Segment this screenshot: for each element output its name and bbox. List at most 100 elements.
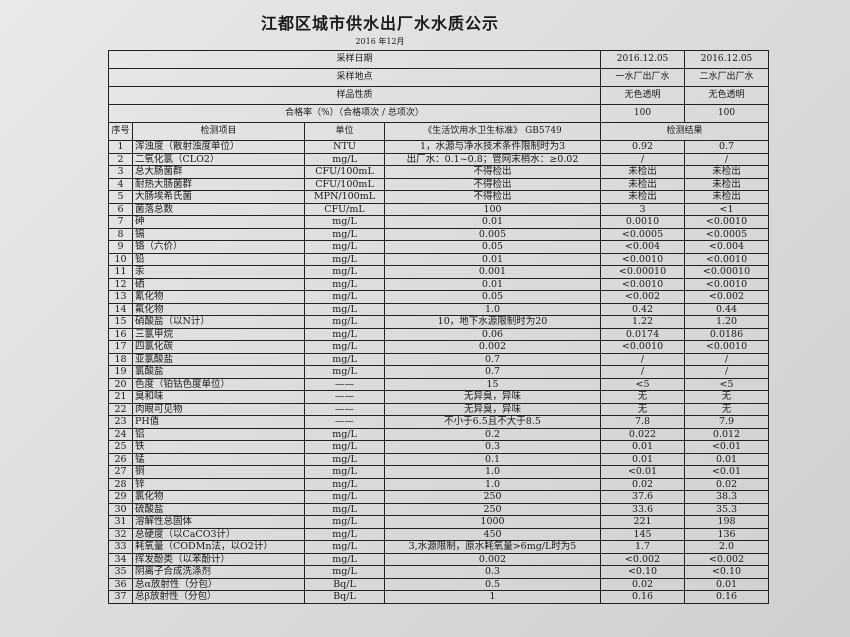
table-row: 1 浑浊度（散射浊度单位） NTU 1，水源与净水技术条件限制时为3 0.92 0.7 (108, 140, 770, 154)
table-row: 15 硝酸盐（以N计） mg/L 10，地下水源限制时为20 1.22 1.20 (108, 315, 770, 329)
cell-standard: 1.0 (383, 302, 602, 316)
cell-unit: mg/L (304, 290, 385, 304)
cell-result-plant1: 未检出 (600, 190, 686, 204)
cell-standard: 0.1 (383, 452, 602, 466)
cell-item: 锌 (132, 477, 305, 491)
cell-item: 阴离子合成洗涤剂 (132, 565, 305, 579)
cell-result-plant1: 145 (600, 527, 686, 541)
cell-result-plant2: 未检出 (684, 177, 770, 191)
table-row: 14 氟化物 mg/L 1.0 0.42 0.44 (108, 302, 770, 316)
cell-item: 挥发酚类（以苯酚计） (132, 552, 305, 566)
cell-unit: NTU (304, 140, 385, 154)
cell-result-plant2: 0.7 (684, 140, 770, 154)
cell-standard: 0.01 (383, 277, 602, 291)
cell-result-plant2: <0.10 (684, 565, 770, 579)
cell-item: 铅 (132, 252, 305, 266)
pass-rate-label: 合格率（%）（合格项次 / 总项次） (107, 104, 602, 123)
table-row: 11 汞 mg/L 0.001 <0.00010 <0.00010 (108, 265, 770, 279)
cell-item: 锰 (132, 452, 305, 466)
cell-seq: 37 (108, 590, 133, 604)
cell-result-plant2: <0.0010 (684, 340, 770, 354)
cell-standard: 0.05 (383, 240, 602, 254)
cell-item: 四氯化碳 (132, 340, 305, 354)
cell-unit: mg/L (304, 277, 385, 291)
cell-result-plant2: <0.01 (684, 440, 770, 454)
cell-result-plant2: / (684, 365, 770, 379)
table-row: 35 阴离子合成洗涤剂 mg/L 0.3 <0.10 <0.10 (108, 565, 770, 579)
cell-result-plant1: / (600, 365, 686, 379)
cell-result-plant2: 1.20 (684, 315, 770, 329)
table-row: 29 氯化物 mg/L 250 37.6 38.3 (108, 490, 770, 504)
cell-seq: 25 (108, 440, 133, 454)
sample-site-1: 一水厂出厂水 (600, 68, 686, 87)
cell-standard: 15 (383, 377, 602, 391)
cell-item: 总β放射性（分包） (132, 590, 305, 604)
cell-seq: 8 (108, 227, 133, 241)
cell-seq: 29 (108, 490, 133, 504)
sample-date-1: 2016.12.05 (600, 50, 686, 69)
cell-result-plant2: 0.02 (684, 477, 770, 491)
cell-item: 三氯甲烷 (132, 327, 305, 341)
col-standard: 《生活饮用水卫生标准》 GB5749 (383, 122, 602, 141)
cell-standard: 0.7 (383, 352, 602, 366)
cell-item: 氯化物 (132, 490, 305, 504)
cell-seq: 13 (108, 290, 133, 304)
table-row: 9 铬（六价） mg/L 0.05 <0.004 <0.004 (108, 240, 770, 254)
cell-item: 硒 (132, 277, 305, 291)
cell-result-plant2: 35.3 (684, 502, 770, 516)
cell-unit: —— (304, 377, 385, 391)
cell-result-plant2: 0.01 (684, 577, 770, 591)
sample-site-2: 二水厂出厂水 (684, 68, 770, 87)
cell-result-plant1: <0.0010 (600, 277, 686, 291)
cell-item: 耐热大肠菌群 (132, 177, 305, 191)
cell-standard: 1，水源与净水技术条件限制时为3 (383, 140, 602, 154)
cell-seq: 33 (108, 540, 133, 554)
cell-standard: 1 (383, 590, 602, 604)
cell-unit: mg/L (304, 477, 385, 491)
table-row: 12 硒 mg/L 0.01 <0.0010 <0.0010 (108, 277, 770, 291)
table-row: 24 铝 mg/L 0.2 0.022 0.012 (108, 427, 770, 441)
cell-standard: 0.7 (383, 365, 602, 379)
cell-seq: 6 (108, 202, 133, 216)
cell-result-plant1: 33.6 (600, 502, 686, 516)
table-row: 21 臭和味 —— 无异臭，异味无无 (108, 390, 770, 404)
cell-item: 二氧化氯（CLO2） (132, 152, 305, 166)
cell-seq: 18 (108, 352, 133, 366)
cell-seq: 9 (108, 240, 133, 254)
water-quality-table: 采样日期 2016.12.05 2016.12.05 采样地点 一水厂出厂水 二… (107, 50, 770, 604)
cell-unit: mg/L (304, 552, 385, 566)
cell-seq: 11 (108, 265, 133, 279)
cell-item: 溶解性总固体 (132, 515, 305, 529)
cell-result-plant1: <0.0005 (600, 227, 686, 241)
cell-standard: 1.0 (383, 465, 602, 479)
table-row: 20 色度（铂钴色度单位） —— 15 <5 <5 (108, 377, 770, 391)
cell-unit: mg/L (304, 565, 385, 579)
cell-unit: mg/L (304, 315, 385, 329)
cell-seq: 16 (108, 327, 133, 341)
table-row: 17 四氯化碳 mg/L 0.002 <0.0010 <0.0010 (108, 340, 770, 354)
table-row: 13 氰化物 mg/L 0.05 <0.002 <0.002 (108, 290, 770, 304)
cell-result-plant1: <0.0010 (600, 252, 686, 266)
cell-result-plant2: <0.00010 (684, 265, 770, 279)
sample-date-2: 2016.12.05 (684, 50, 770, 69)
cell-result-plant2: 未检出 (684, 190, 770, 204)
cell-unit: —— (304, 390, 385, 404)
cell-result-plant2: <0.0010 (684, 252, 770, 266)
cell-item: 硫酸盐 (132, 502, 305, 516)
cell-item: 耗氧量（CODMn法，以O2计） (132, 540, 305, 554)
cell-result-plant1: 无 (600, 402, 686, 416)
cell-seq: 24 (108, 427, 133, 441)
cell-item: 菌落总数 (132, 202, 305, 216)
cell-item: PH值 (132, 415, 305, 429)
cell-unit: Bq/L (304, 590, 385, 604)
cell-seq: 34 (108, 552, 133, 566)
cell-seq: 26 (108, 452, 133, 466)
cell-seq: 21 (108, 390, 133, 404)
cell-result-plant1: 0.42 (600, 302, 686, 316)
cell-standard: 450 (383, 527, 602, 541)
cell-result-plant1: 未检出 (600, 165, 686, 179)
cell-unit: MPN/100mL (304, 190, 385, 204)
pass-rate-row: 合格率（%）（合格项次 / 总项次） 100 100 (107, 104, 770, 123)
column-header-row: 序号 检测项目 单位 《生活饮用水卫生标准》 GB5749 检测结果 (108, 122, 770, 141)
cell-unit: mg/L (304, 490, 385, 504)
